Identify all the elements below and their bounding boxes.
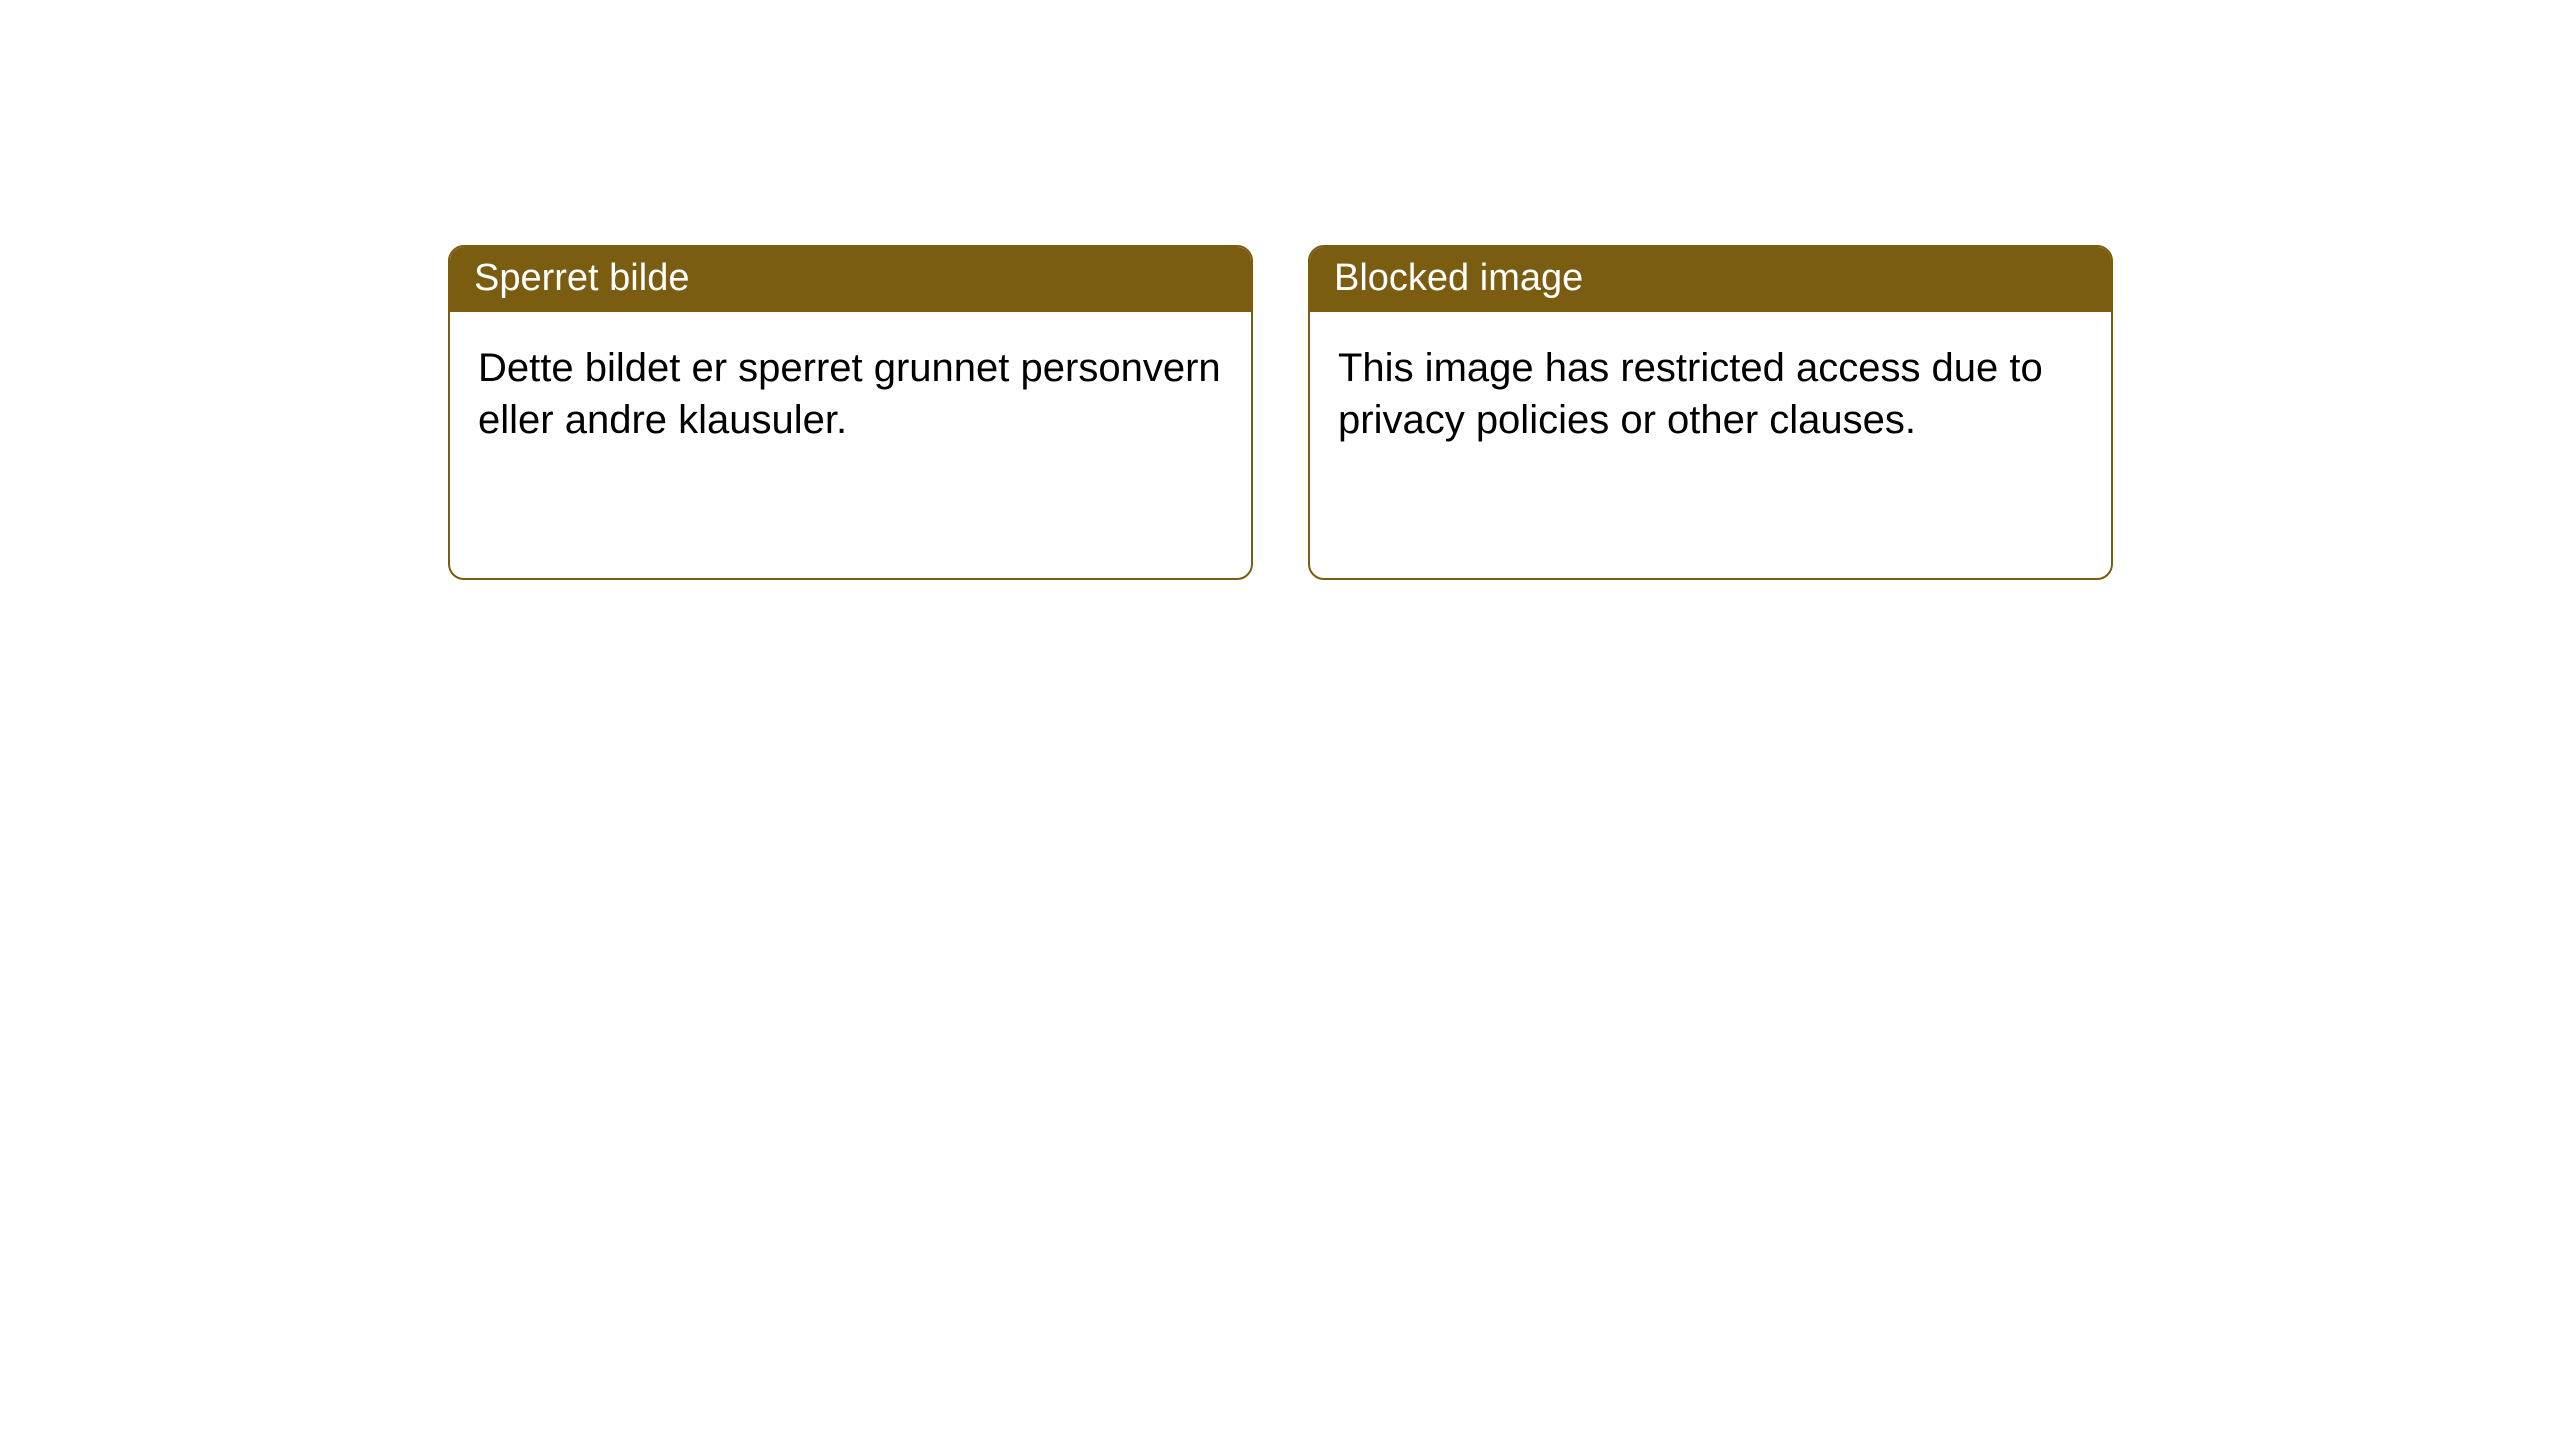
notice-card-english: Blocked image This image has restricted … [1308, 245, 2113, 580]
notice-card-norwegian: Sperret bilde Dette bildet er sperret gr… [448, 245, 1253, 580]
notice-body-norwegian: Dette bildet er sperret grunnet personve… [450, 312, 1251, 476]
notice-container: Sperret bilde Dette bildet er sperret gr… [448, 245, 2113, 580]
notice-header-english: Blocked image [1310, 247, 2111, 312]
notice-header-norwegian: Sperret bilde [450, 247, 1251, 312]
notice-body-english: This image has restricted access due to … [1310, 312, 2111, 476]
